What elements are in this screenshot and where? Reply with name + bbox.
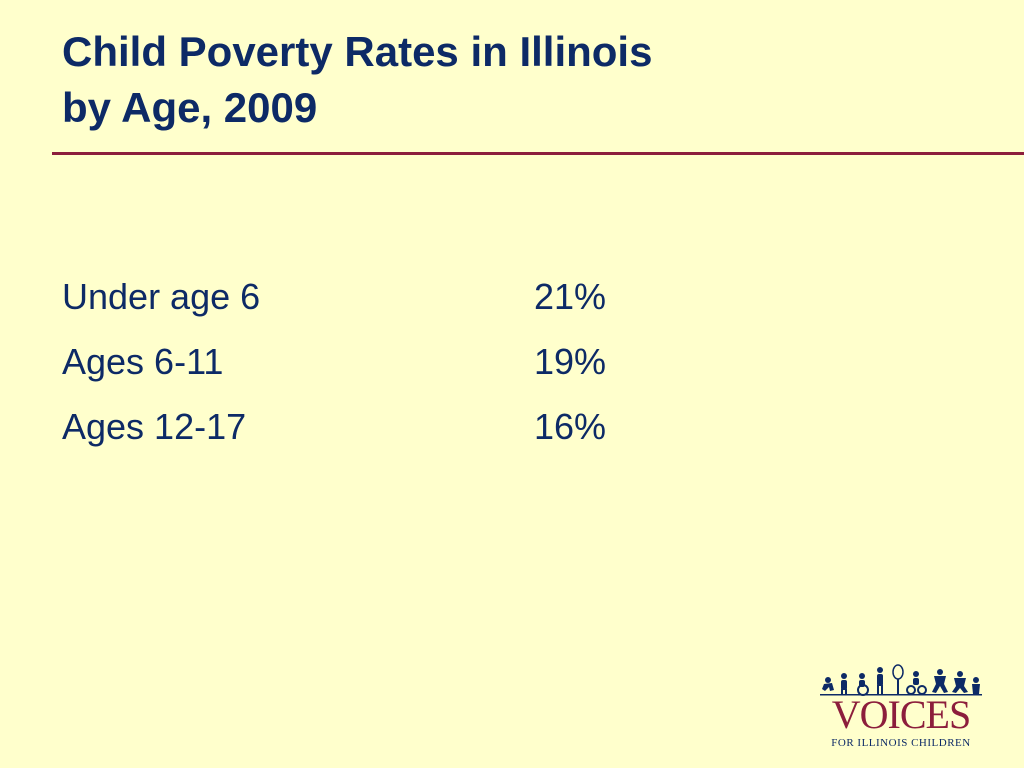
age-group-label: Ages 6-11 <box>62 341 224 382</box>
title-divider <box>52 152 1024 155</box>
poverty-rate-value: 21% <box>534 276 607 317</box>
logo-wordmark: VOICES <box>831 692 971 737</box>
poverty-rate-value: 19% <box>534 341 607 382</box>
list-item: Ages 6-11 19% <box>62 333 682 398</box>
poverty-rate-value: 16% <box>534 406 607 447</box>
slide-title: Child Poverty Rates in Illinois by Age, … <box>62 24 652 136</box>
children-silhouettes-icon <box>820 664 982 696</box>
logo-tagline: FOR ILLINOIS CHILDREN <box>831 737 971 749</box>
age-group-label: Under age 6 <box>62 276 261 317</box>
age-group-label: Ages 12-17 <box>62 406 247 447</box>
list-item: Under age 6 21% <box>62 268 682 333</box>
list-item: Ages 12-17 16% <box>62 398 682 463</box>
poverty-rate-list: Under age 6 21% Ages 6-11 19% Ages 12-17… <box>62 268 682 463</box>
slide-title-line-2: by Age, 2009 <box>62 84 318 131</box>
voices-logo: VOICES FOR ILLINOIS CHILDREN <box>818 664 984 752</box>
slide-title-line-1: Child Poverty Rates in Illinois <box>62 28 653 75</box>
